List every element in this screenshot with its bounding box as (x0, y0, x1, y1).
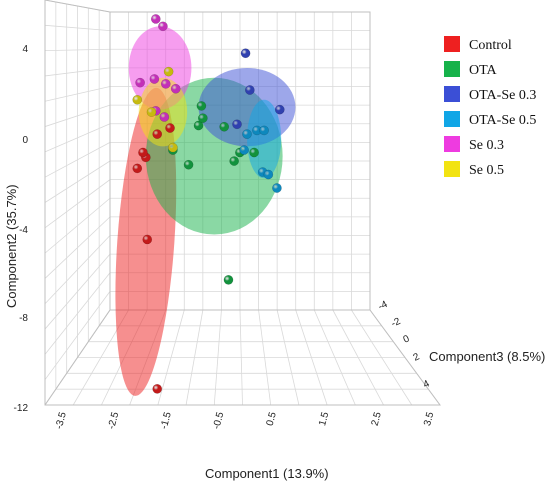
x-tick-label: -3.5 (54, 411, 69, 431)
point-se-0-5 (163, 66, 174, 77)
point-control (132, 163, 143, 174)
y-tick-label: -4 (19, 225, 28, 236)
point-control (152, 129, 163, 139)
legend-swatch (444, 136, 460, 152)
z-tick-label: -4 (377, 299, 390, 313)
point-ota (196, 101, 207, 111)
point-ota-se-0-5 (239, 145, 249, 155)
legend-label: OTA-Se 0.3 (469, 88, 536, 103)
point-se-0-3 (158, 21, 168, 32)
x-tick-label: 0.5 (265, 411, 279, 428)
x-tick-label: -2.5 (106, 411, 121, 431)
z-axis-title: Component3 (8.5%) (429, 349, 545, 364)
point-control (142, 234, 153, 245)
legend-swatch (444, 36, 460, 52)
legend-swatch (444, 86, 460, 102)
legend-swatch (444, 161, 460, 177)
point-ota (197, 113, 208, 124)
legend-label: Se 0.3 (469, 138, 504, 153)
point-control (138, 147, 148, 158)
y-tick-label: -8 (19, 313, 28, 324)
data-points (132, 14, 285, 394)
point-ota (219, 121, 230, 132)
point-ota-se-0-5 (272, 183, 282, 193)
point-se-0-5 (132, 94, 143, 105)
point-ota (183, 159, 194, 170)
legend-label: Control (469, 38, 512, 53)
point-ota-se-0-3 (240, 48, 251, 59)
legend-swatch (444, 61, 460, 77)
legend-label: Se 0.5 (469, 163, 504, 178)
point-ota-se-0-3 (245, 85, 255, 95)
point-se-0-3 (150, 14, 161, 24)
legend: Control OTA OTA-Se 0.3 OTA-Se 0.5 Se 0.3 Se 0… (444, 36, 536, 178)
point-se-0-3 (160, 79, 171, 89)
y-tick-label: 4 (22, 44, 28, 55)
point-ota (223, 275, 234, 285)
ellipse-se-0-5 (138, 77, 188, 147)
x-tick-label: -0.5 (211, 411, 226, 431)
y-axis-title: Component2 (35.7%) (4, 184, 19, 308)
y-tick-label: 0 (22, 135, 28, 146)
point-ota-se-0-3 (232, 119, 242, 130)
point-control (152, 384, 163, 394)
x-axis-title: Component1 (13.9%) (205, 466, 329, 481)
point-se-0-3 (159, 112, 170, 122)
box-edge (44, 0, 371, 310)
legend-label: OTA (469, 63, 498, 78)
x-tick-label: 1.5 (317, 411, 331, 428)
z-tick-label: 4 (422, 378, 432, 391)
point-ota (229, 156, 240, 166)
confidence-ellipses (115, 26, 296, 396)
z-tick-label: 2 (412, 351, 422, 364)
point-ota (193, 120, 204, 131)
point-ota-se-0-5 (242, 129, 252, 139)
x-tick-label: -1.5 (159, 411, 174, 431)
y-tick-label: -12 (14, 403, 29, 414)
point-ota-se-0-5 (259, 125, 269, 136)
point-se-0-3 (135, 77, 145, 88)
legend-label: OTA-Se 0.5 (469, 113, 536, 128)
point-ota-se-0-5 (263, 169, 274, 180)
point-ota-se-0-3 (274, 104, 285, 115)
legend-swatch (444, 111, 460, 127)
point-se-0-3 (149, 74, 160, 84)
point-se-0-5 (146, 107, 157, 117)
point-ota (249, 147, 259, 158)
point-se-0-5 (168, 142, 178, 153)
point-se-0-3 (170, 83, 181, 94)
z-tick-label: -2 (390, 316, 403, 330)
point-control (165, 123, 175, 133)
ellipse-ota-se-0-5 (247, 99, 282, 179)
axis-ticks: 40-4-8-12-3.5 -2.5 -1.5 -0.5 0.5 1.5 2.5 3.5-4-… (14, 44, 437, 430)
x-tick-label: 3.5 (422, 411, 436, 428)
box-edge (44, 0, 441, 406)
z-tick-label: 0 (402, 333, 412, 346)
x-tick-label: 2.5 (370, 411, 384, 428)
